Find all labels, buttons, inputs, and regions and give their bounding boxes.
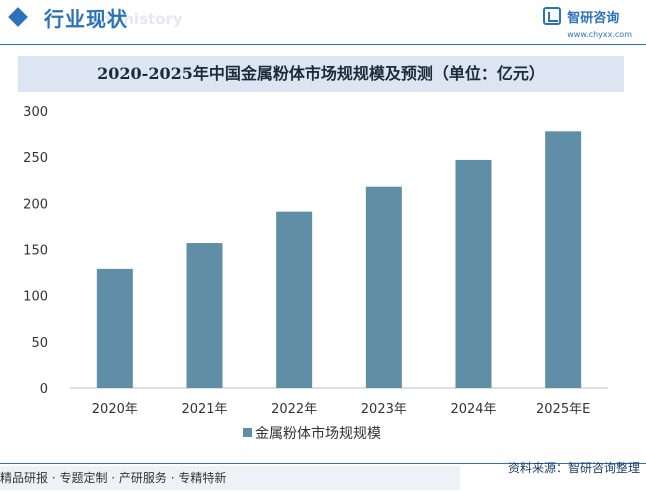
section-subtitle: ent history <box>90 10 183 28</box>
footer-divider <box>0 463 646 464</box>
y-tick-label: 300 <box>23 105 48 120</box>
x-tick-label: 2022年 <box>271 402 317 417</box>
x-tick-label: 2020年 <box>92 402 138 417</box>
bar <box>365 186 402 388</box>
legend-label: 金属粉体市场规规模 <box>255 425 381 442</box>
chart-title: 2020-2025年中国金属粉体市场规规模及预测（单位：亿元） <box>97 64 545 83</box>
bar <box>545 131 582 388</box>
y-tick-label: 100 <box>23 290 48 305</box>
x-tick-label: 2021年 <box>181 402 227 417</box>
section-title: 行业现状 <box>44 7 128 31</box>
header-divider <box>0 44 646 45</box>
chart-title-bar: 2020-2025年中国金属粉体市场规规模及预测（单位：亿元） <box>18 56 624 92</box>
footer-tagline: 精品研报 · 专题定制 · 产研服务 · 专精特新 <box>0 466 460 490</box>
y-tick-label: 200 <box>23 197 48 212</box>
brand-logo-icon <box>543 7 562 25</box>
y-tick-label: 0 <box>40 382 48 397</box>
brand: 智研咨询 www.chyxx.com <box>543 7 632 39</box>
bar <box>455 159 492 388</box>
source-note: 资料来源：智研咨询整理 <box>507 461 640 475</box>
legend-swatch <box>243 428 252 437</box>
bar <box>96 268 133 388</box>
brand-name: 智研咨询 <box>567 11 620 26</box>
y-tick-label: 150 <box>23 244 48 259</box>
brand-url: www.chyxx.com <box>567 30 632 39</box>
x-tick-label: 2023年 <box>361 402 407 417</box>
y-tick-label: 50 <box>31 336 48 351</box>
x-tick-label: 2025年E <box>536 402 590 417</box>
y-tick-label: 250 <box>23 151 48 166</box>
x-tick-label: 2024年 <box>450 402 496 417</box>
header: ent history 行业现状 智研咨询 www.chyxx.com <box>0 0 646 44</box>
bar <box>276 211 313 388</box>
bar <box>186 243 223 388</box>
